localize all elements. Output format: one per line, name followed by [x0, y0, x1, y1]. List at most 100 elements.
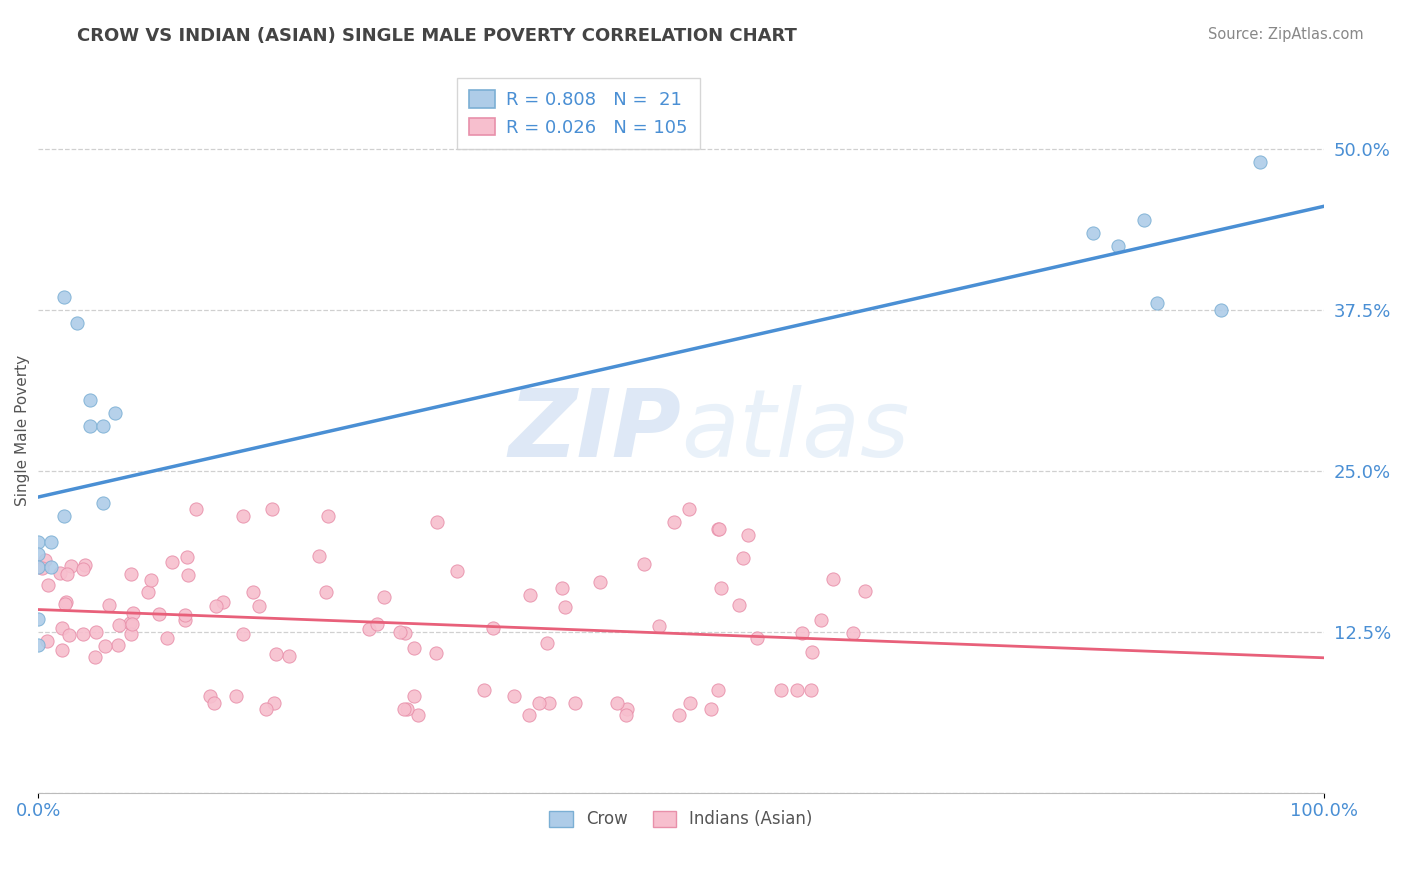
Point: [728, 598, 751, 612]
Point: [668, 708, 690, 723]
Point: [277, 648, 299, 663]
Point: [136, 585, 159, 599]
Point: [66, 316, 89, 330]
Point: [614, 708, 637, 723]
Point: [263, 696, 285, 710]
Point: [247, 599, 270, 614]
Point: [707, 522, 730, 536]
Point: [39, 560, 62, 574]
Point: [564, 696, 586, 710]
Point: [308, 549, 330, 563]
Point: [91, 496, 114, 510]
Point: [242, 585, 264, 599]
Point: [737, 528, 759, 542]
Point: [121, 617, 143, 632]
Point: [446, 565, 468, 579]
Point: [589, 575, 612, 590]
Point: [72, 627, 94, 641]
Point: [519, 588, 541, 602]
Point: [700, 702, 723, 716]
Point: [616, 702, 638, 716]
Point: [104, 406, 127, 420]
Point: [58, 627, 80, 641]
Point: [141, 573, 163, 587]
Point: [554, 600, 576, 615]
Point: [202, 696, 225, 710]
Point: [1081, 226, 1104, 240]
Legend: Crow, Indians (Asian): Crow, Indians (Asian): [543, 804, 820, 835]
Point: [51, 621, 73, 635]
Point: [425, 646, 447, 660]
Point: [225, 689, 247, 703]
Point: [51, 642, 73, 657]
Point: [800, 682, 823, 697]
Point: [395, 702, 418, 716]
Point: [316, 508, 339, 523]
Point: [118, 615, 141, 630]
Point: [1209, 302, 1232, 317]
Point: [551, 581, 574, 595]
Point: [79, 418, 101, 433]
Point: [648, 619, 671, 633]
Point: [264, 647, 287, 661]
Point: [60, 558, 83, 573]
Point: [79, 392, 101, 407]
Point: [404, 641, 426, 656]
Point: [394, 702, 416, 716]
Point: [707, 522, 730, 536]
Point: [97, 598, 120, 612]
Point: [27, 534, 49, 549]
Point: [198, 689, 221, 703]
Point: [55, 567, 77, 582]
Point: [31, 560, 53, 574]
Point: [91, 418, 114, 433]
Point: [406, 708, 429, 723]
Point: [37, 633, 59, 648]
Point: [394, 625, 416, 640]
Point: [120, 627, 142, 641]
Point: [426, 516, 449, 530]
Point: [664, 516, 686, 530]
Point: [404, 689, 426, 703]
Point: [389, 624, 412, 639]
Point: [94, 639, 117, 653]
Point: [1146, 296, 1168, 310]
Point: [633, 557, 655, 571]
Point: [315, 585, 337, 599]
Point: [1133, 212, 1156, 227]
Point: [536, 635, 558, 649]
Point: [55, 595, 77, 609]
Point: [821, 572, 844, 586]
Text: atlas: atlas: [681, 385, 910, 476]
Point: [84, 624, 107, 639]
Point: [373, 590, 395, 604]
Point: [176, 550, 198, 565]
Point: [53, 597, 76, 611]
Point: [769, 682, 792, 697]
Point: [27, 612, 49, 626]
Point: [174, 608, 197, 623]
Point: [527, 696, 550, 710]
Point: [37, 578, 59, 592]
Point: [801, 645, 824, 659]
Point: [83, 649, 105, 664]
Point: [792, 626, 814, 640]
Point: [120, 567, 142, 582]
Point: [212, 595, 235, 609]
Point: [260, 502, 283, 516]
Point: [173, 613, 195, 627]
Point: [517, 708, 540, 723]
Point: [39, 534, 62, 549]
Point: [503, 689, 526, 703]
Point: [108, 617, 131, 632]
Point: [53, 508, 76, 523]
Point: [160, 555, 183, 569]
Point: [537, 696, 560, 710]
Text: ZIP: ZIP: [508, 384, 681, 476]
Point: [72, 562, 94, 576]
Y-axis label: Single Male Poverty: Single Male Poverty: [15, 355, 30, 506]
Point: [232, 627, 254, 641]
Point: [34, 553, 56, 567]
Point: [27, 548, 49, 562]
Point: [177, 567, 200, 582]
